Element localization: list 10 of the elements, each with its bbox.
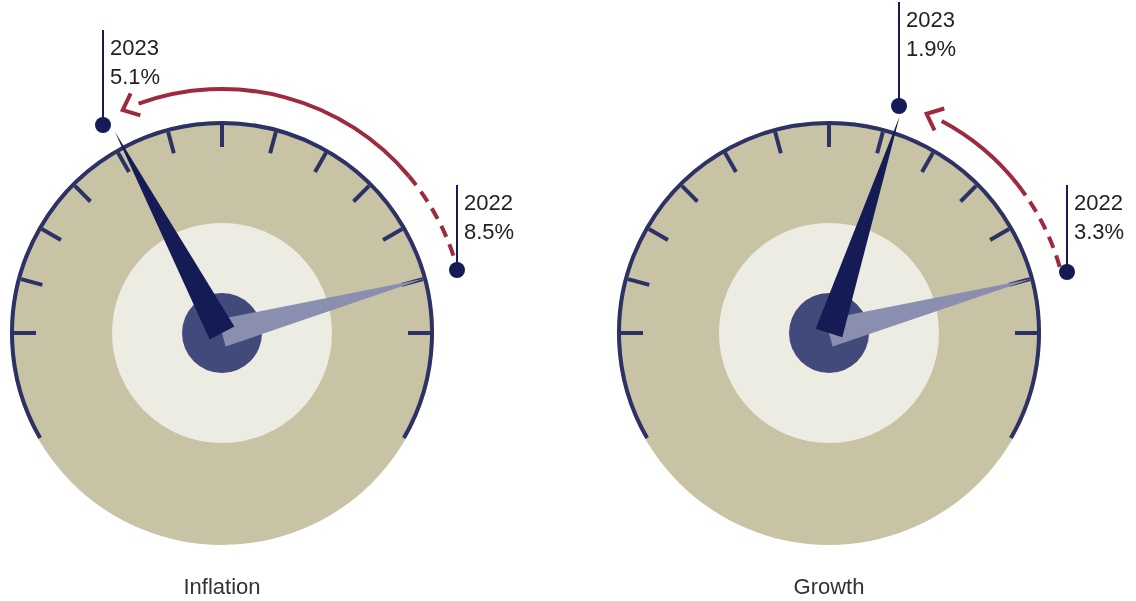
category-label: 2022	[464, 190, 513, 216]
text: Inflation	[183, 574, 261, 600]
category-label: 2023	[110, 35, 159, 61]
data-label: 3.3%	[1074, 219, 1125, 245]
category-label: 2023	[906, 7, 955, 33]
data-label: 8.5%	[464, 219, 515, 245]
data-label: 1.9%	[906, 36, 957, 62]
category-label: 2022	[1074, 190, 1123, 216]
text: Growth	[793, 574, 865, 600]
data-label: 5.1%	[110, 64, 161, 90]
